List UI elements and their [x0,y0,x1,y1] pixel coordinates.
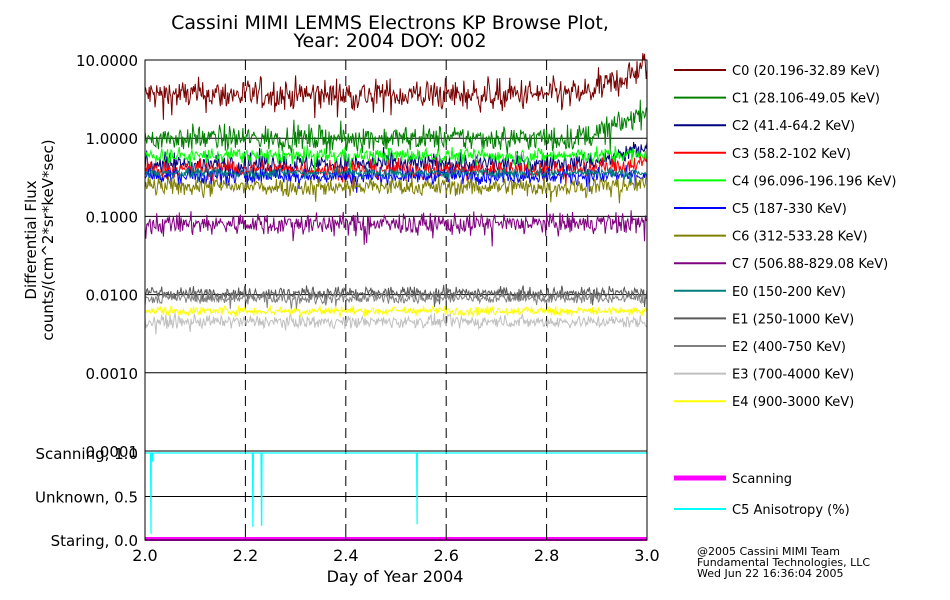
x-tick-label: 3.0 [634,546,659,565]
axes-layer: 10.0000 1.0000 0.1000 0.0100 0.0010 0.0001Sca… [35,52,660,565]
chart-title-line2: Year: 2004 DOY: 002 [292,30,486,52]
y-tick-label: 10.0000 [76,52,138,70]
series-layer [144,53,648,335]
y-tick-label: 0.0001 [86,443,139,461]
legend-label: C2 (41.4-64.2 KeV) [732,119,855,134]
legend-label: C4 (96.096-196.196 KeV) [732,174,896,189]
legend-label: C7 (506.88-829.08 KeV) [732,257,888,272]
legend-label: C5 Anisotropy (%) [732,503,850,518]
x-tick-label: 2.0 [132,546,157,565]
series-line [144,166,648,184]
footer-timestamp: Wed Jun 22 16:36:04 2005 [697,567,844,580]
footer-copyright: @2005 Cassini MIMI Team [697,545,840,558]
series-line [144,99,648,155]
x-tick-label: 2.2 [233,546,258,565]
anisotropy-line [145,452,647,534]
legend-label: C5 (187-330 KeV) [732,202,847,217]
upper-panel-frame [144,59,648,452]
series-line [144,312,647,335]
y-axis-label-line2: counts/(cm^2*sr*keV*sec) [39,139,57,340]
series-line [144,290,648,310]
legend-label: C3 (58.2-102 KeV) [732,147,851,162]
legend-label: E0 (150-200 KeV) [732,285,846,300]
bottom-y-tick-label: Scanning, 1.0 [35,445,138,463]
series-line [144,210,648,247]
series-line [144,155,648,192]
footer-company: Fundamental Technologies, LLC [697,556,870,569]
legend-label: E4 (900-3000 KeV) [732,395,854,410]
x-axis-label: Day of Year 2004 [327,567,464,586]
series-line [144,144,648,173]
series-line [144,165,648,193]
bottom-panel-layer [145,452,647,541]
bottom-y-tick-label: Staring, 0.0 [51,532,138,550]
y-tick-label: 0.0100 [86,287,139,305]
legend-label: E3 (700-4000 KeV) [732,368,854,383]
legend-label: C6 (312-533.28 KeV) [732,230,868,245]
lower-panel-frame [144,450,648,541]
y-tick-label: 1.0000 [86,130,139,148]
legend: C0 (20.196-32.89 KeV) C1 (28.106-49.05 Ke… [674,64,896,518]
legend-label: E1 (250-1000 KeV) [732,312,854,327]
chart-title-line1: Cassini MIMI LEMMS Electrons KP Browse P… [171,12,609,34]
x-tick-label: 2.6 [433,546,458,565]
y-tick-label: 0.0010 [86,365,139,383]
series-line [144,173,648,204]
series-line [144,304,648,318]
y-axis-label-line1: Differential Flux [22,180,40,299]
bottom-y-tick-label: Unknown, 0.5 [35,489,138,507]
series-line [144,53,648,120]
legend-label: C1 (28.106-49.05 KeV) [732,92,880,107]
legend-label: C0 (20.196-32.89 KeV) [732,64,880,79]
x-tick-label: 2.8 [534,546,559,565]
series-line [144,284,648,308]
y-tick-label: 0.1000 [86,208,139,226]
legend-label: Scanning [732,472,792,487]
x-tick-label: 2.4 [333,546,358,565]
legend-label: E2 (400-750 KeV) [732,340,846,355]
